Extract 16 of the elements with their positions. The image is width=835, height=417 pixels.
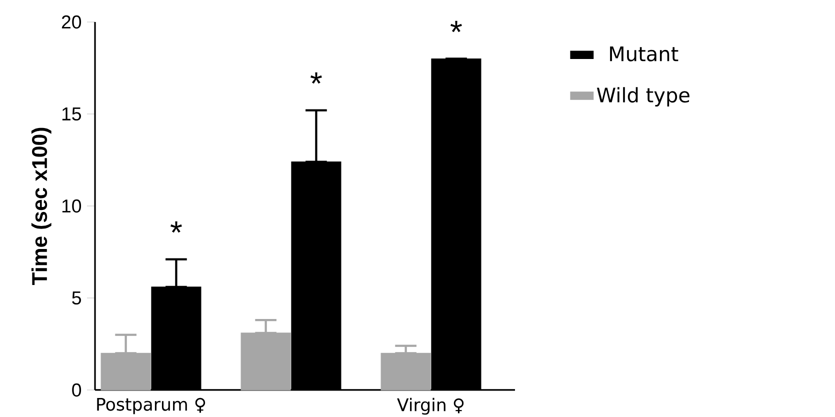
x-tick-label: Postparum ♀ (97, 398, 206, 414)
annotation: * (310, 72, 322, 84)
x-tick-label: Virgin ♀ (397, 398, 464, 415)
y-tick-label: 0 (72, 383, 82, 397)
y-tick-label: 20 (62, 15, 82, 29)
annotation: * (170, 221, 182, 233)
y-tick-label: 10 (62, 199, 82, 213)
y-tick-label: 15 (62, 107, 81, 121)
y-axis-title: Time (sec x100) (31, 128, 52, 286)
y-tick-label: 5 (72, 291, 81, 305)
bar (380, 352, 431, 390)
legend-label: Wild type (596, 87, 690, 106)
bar (240, 332, 291, 390)
bar (100, 352, 151, 390)
legend-label: Mutant (610, 46, 678, 62)
annotation: * (450, 20, 462, 32)
